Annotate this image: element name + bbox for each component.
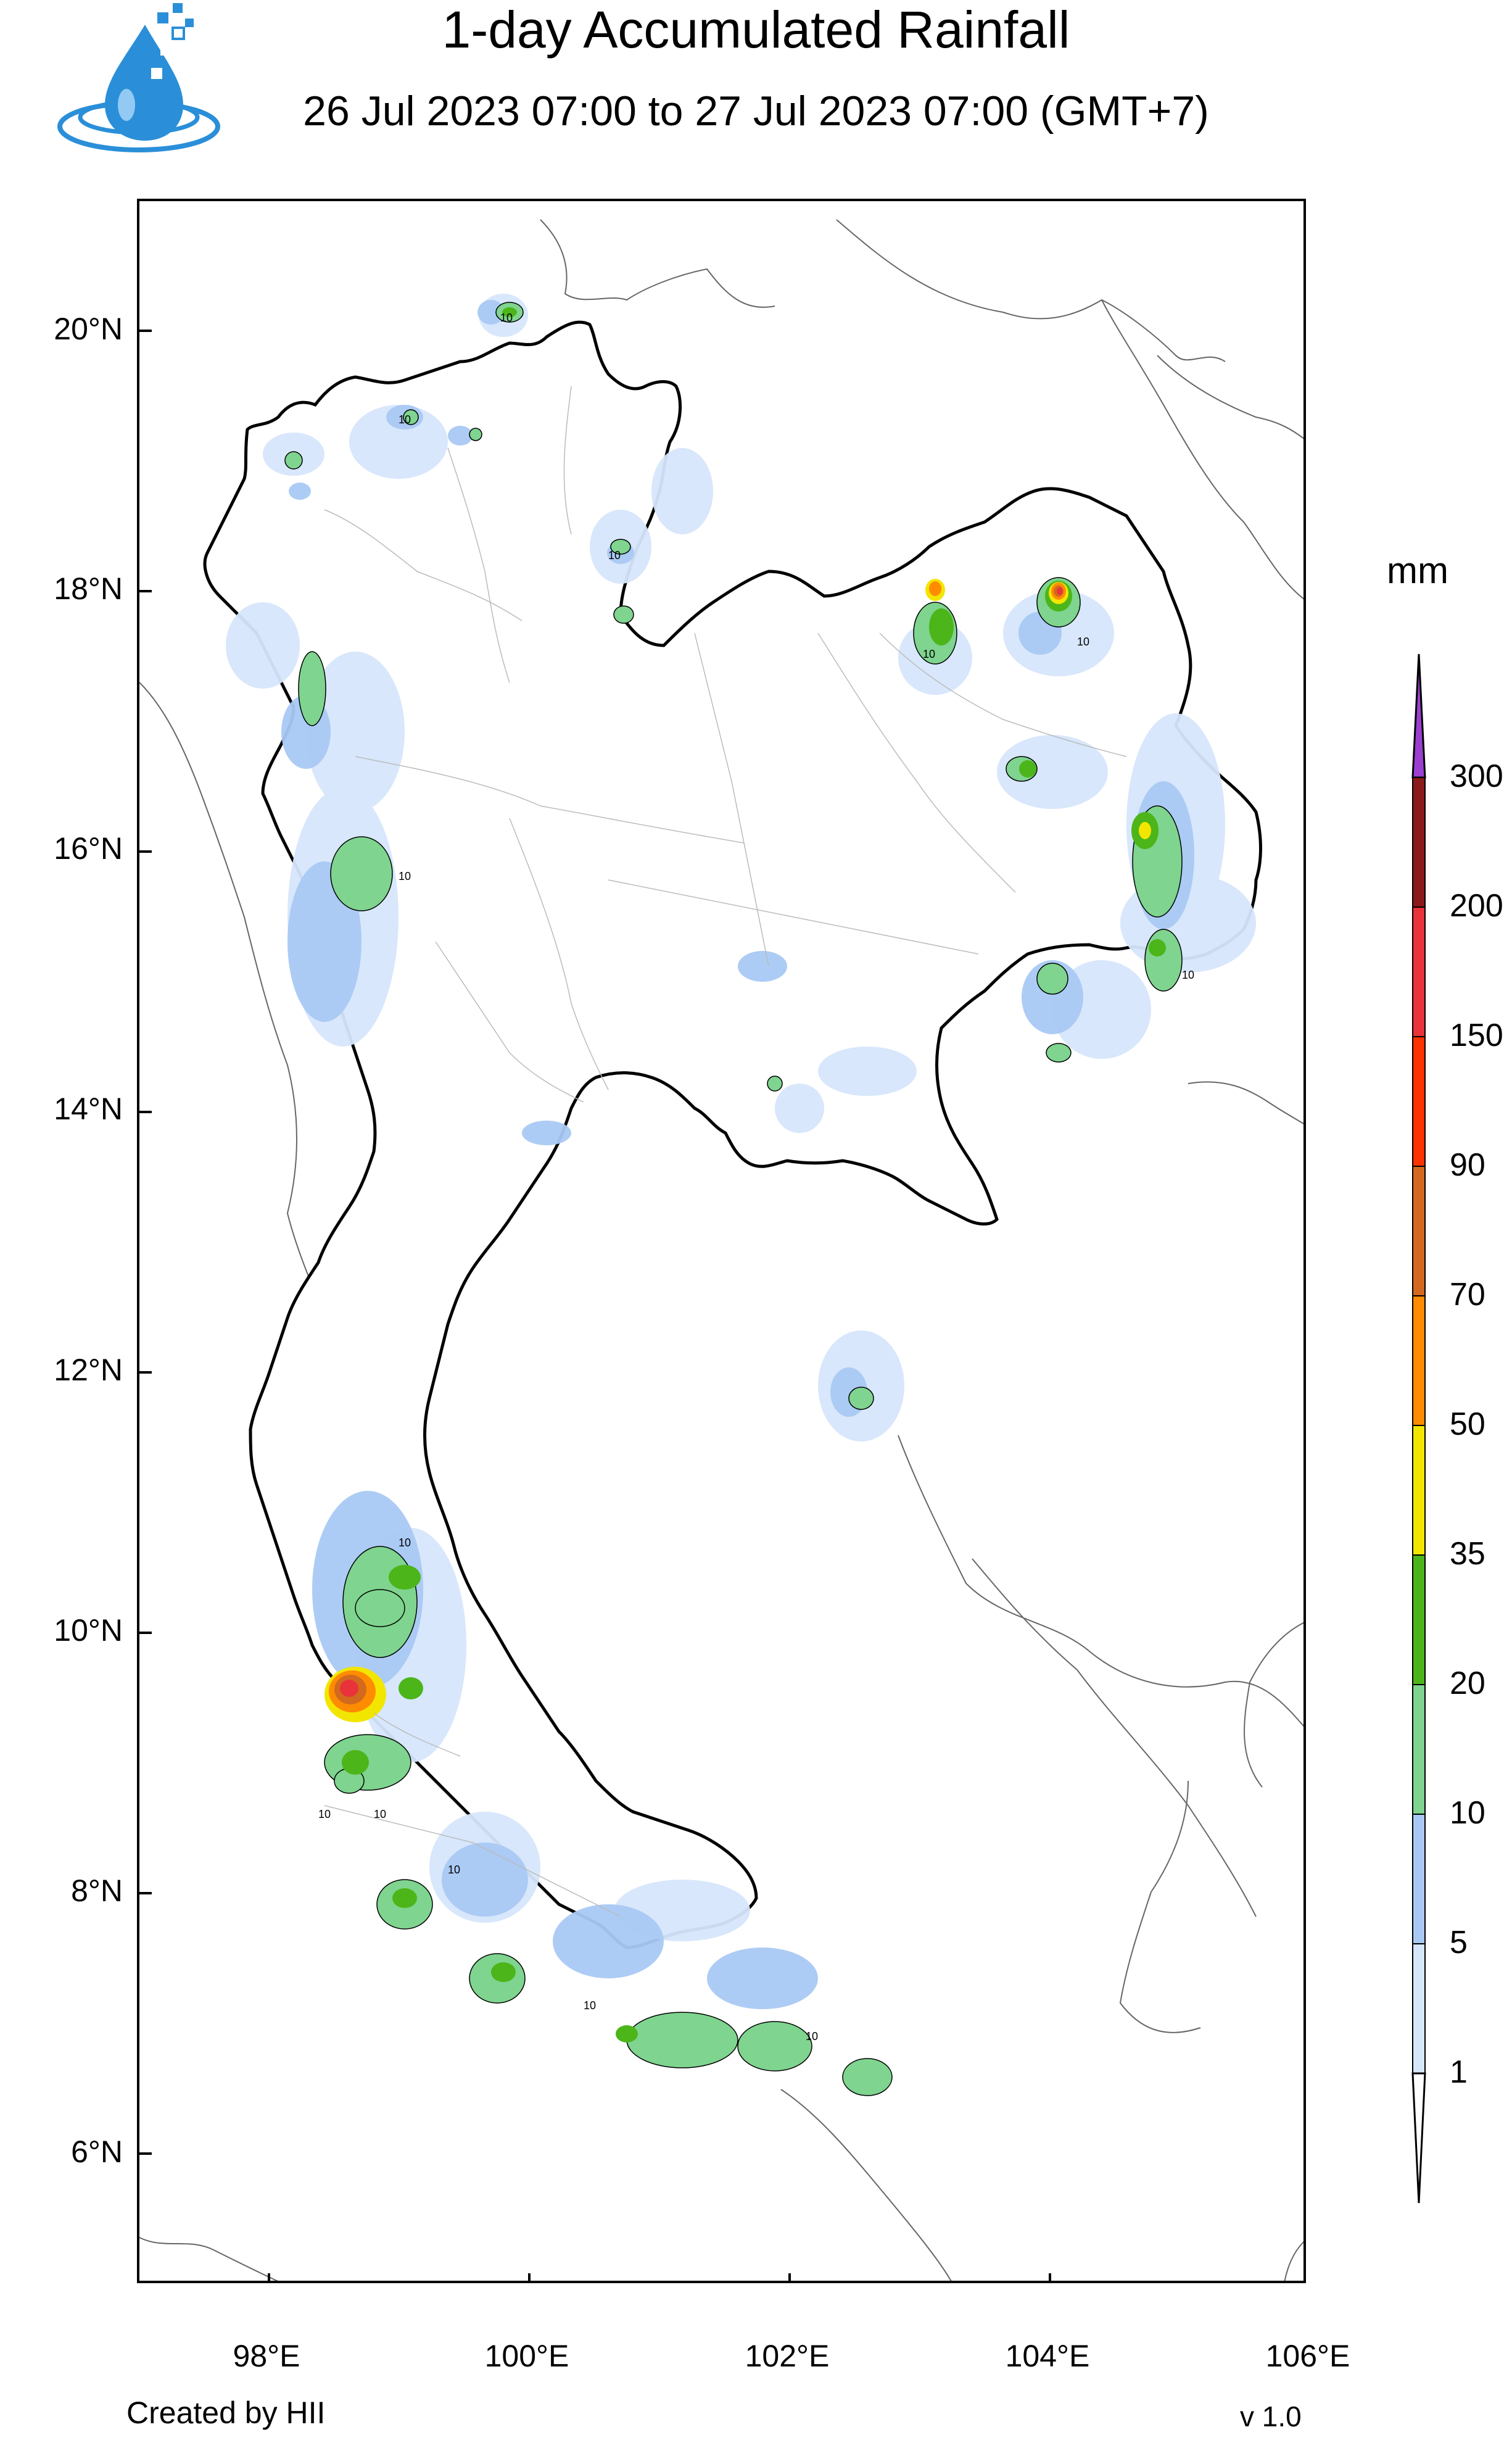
colorbar-bottom-triangle: [1411, 2072, 1426, 2204]
lat-tick-label: 8°N: [71, 1873, 123, 1908]
lat-tick-label: 18°N: [54, 571, 123, 606]
lat-tick-label: 14°N: [54, 1092, 123, 1126]
axis-ticks: [139, 330, 1051, 2281]
contour-label: 10: [500, 312, 513, 324]
rainfall-layer: [226, 294, 1256, 2096]
lat-tick-label: 10°N: [54, 1613, 123, 1648]
colorbar-level-label: 1: [1450, 2054, 1468, 2090]
lon-tick-label: 106°E: [1265, 2339, 1350, 2373]
lon-tick-label: 104°E: [1005, 2339, 1090, 2373]
colorbar-level-label: 5: [1450, 1925, 1468, 1960]
contour-label: 10: [608, 549, 621, 562]
hii-logo-icon: [57, 3, 220, 152]
version-text: v 1.0: [1240, 2400, 1302, 2433]
colorbar-level-label: 35: [1450, 1536, 1485, 1572]
contour-label: 10: [1077, 636, 1089, 648]
lat-tick-label: 20°N: [54, 312, 123, 346]
province-boundaries: [324, 386, 1127, 1917]
colorbar-cells: [1412, 777, 1426, 2074]
colorbar-level-label: 150: [1450, 1018, 1503, 1053]
lon-tick-label: 98°E: [233, 2339, 300, 2373]
map-canvas: 10 10 10 10 10 10 10 10 10 10 10 10 10: [139, 219, 1303, 2281]
colorbar-level-label: 90: [1450, 1147, 1485, 1183]
colorbar-level-label: 300: [1450, 758, 1503, 794]
contour-labels: 10 10 10 10 10 10 10 10 10 10 10 10 10: [318, 312, 1194, 2043]
colorbar-level-label: 200: [1450, 888, 1503, 924]
contour-label: 10: [399, 870, 411, 882]
contour-label: 10: [1182, 969, 1194, 981]
colorbar-cell: [1412, 1943, 1426, 2074]
lat-tick-label: 12°N: [54, 1353, 123, 1387]
colorbar-level-label: 20: [1450, 1665, 1485, 1701]
contour-label: 10: [318, 1808, 331, 1820]
neighbor-borders: [139, 219, 1303, 2281]
lon-tick-label: 102°E: [745, 2339, 830, 2373]
colorbar-cell: [1412, 1166, 1426, 1296]
colorbar-level-label: 50: [1450, 1406, 1485, 1442]
map-subtitle: 26 Jul 2023 07:00 to 27 Jul 2023 07:00 (…: [303, 88, 1209, 135]
contour-label: 10: [374, 1808, 386, 1820]
colorbar-unit: mm: [1387, 550, 1448, 591]
contour-label: 10: [399, 413, 411, 426]
contour-label: 10: [806, 2030, 818, 2043]
colorbar-top-triangle: [1411, 653, 1426, 779]
colorbar-cell: [1412, 777, 1426, 908]
contour-label: 10: [584, 1999, 596, 2012]
colorbar-cell: [1412, 1814, 1426, 1944]
thailand-outline: [203, 320, 1262, 1949]
colorbar-cell: [1412, 1554, 1426, 1685]
lat-tick-label: 6°N: [71, 2134, 123, 2169]
contour-label: 10: [399, 1537, 411, 1549]
colorbar: [1411, 653, 1426, 2204]
colorbar-cell: [1412, 1684, 1426, 1815]
map-title: 1-day Accumulated Rainfall: [442, 1, 1070, 59]
rainfall-map: 10 10 10 10 10 10 10 10 10 10 10 10 10: [137, 199, 1306, 2283]
colorbar-cell: [1412, 906, 1426, 1037]
colorbar-cell: [1412, 1036, 1426, 1167]
credit-text: Created by HII: [126, 2395, 326, 2430]
lon-tick-label: 100°E: [484, 2339, 569, 2373]
colorbar-level-label: 10: [1450, 1795, 1485, 1831]
lat-tick-label: 16°N: [54, 831, 123, 866]
colorbar-cell: [1412, 1425, 1426, 1556]
colorbar-level-label: 70: [1450, 1277, 1485, 1313]
contour-label: 10: [923, 648, 935, 660]
contour-label: 10: [448, 1864, 460, 1876]
colorbar-cell: [1412, 1295, 1426, 1426]
